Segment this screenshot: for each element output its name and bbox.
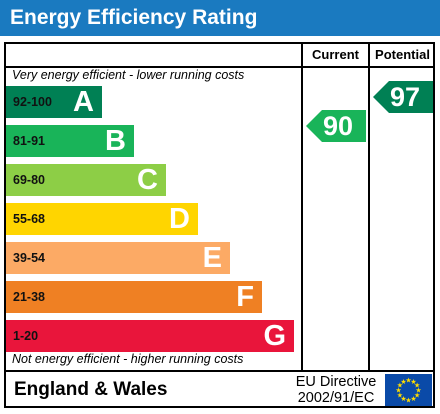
directive-line-2: 2002/91/EC xyxy=(297,390,375,406)
rating-frame xyxy=(4,42,435,408)
band-letter: F xyxy=(236,281,254,313)
eu-star-icon: ★ xyxy=(400,395,406,403)
eu-star-icon: ★ xyxy=(410,395,416,403)
band-range: 39-54 xyxy=(13,251,45,265)
eu-star-icon: ★ xyxy=(405,377,411,385)
eu-flag-icon: ★ ★ ★ ★ ★ ★ ★ ★ ★ ★ ★ ★ xyxy=(385,374,432,406)
band-letter: C xyxy=(137,164,158,196)
divider-current-left xyxy=(301,42,303,372)
band-d: 55-68 D xyxy=(6,203,198,235)
band-range: 21-38 xyxy=(13,290,45,304)
eu-directive: EU Directive 2002/91/EC xyxy=(290,374,382,406)
title-bar: Energy Efficiency Rating xyxy=(0,0,440,36)
divider-potential-left xyxy=(368,42,370,372)
eu-star-icon: ★ xyxy=(414,382,420,390)
band-letter: A xyxy=(73,86,94,118)
band-range: 92-100 xyxy=(13,95,52,109)
current-rating-arrow: 90 xyxy=(306,110,366,142)
eu-star-icon: ★ xyxy=(397,382,403,390)
potential-arrow-shape xyxy=(373,81,433,113)
band-f: 21-38 F xyxy=(6,281,262,313)
band-letter: D xyxy=(169,203,190,235)
band-b: 81-91 B xyxy=(6,125,134,157)
footer-divider xyxy=(4,370,435,372)
potential-rating-arrow: 97 xyxy=(373,81,433,113)
directive-line-1: EU Directive xyxy=(295,374,377,390)
band-letter: E xyxy=(202,242,222,274)
band-letter: G xyxy=(263,320,286,352)
eu-star-icon: ★ xyxy=(395,387,401,395)
column-header-potential: Potential xyxy=(375,47,430,62)
header-divider xyxy=(4,66,435,68)
page-title: Energy Efficiency Rating xyxy=(10,6,258,29)
eu-star-icon: ★ xyxy=(397,392,403,400)
band-range: 69-80 xyxy=(13,173,45,187)
eu-star-icon: ★ xyxy=(415,387,421,395)
band-range: 1-20 xyxy=(13,329,39,343)
band-letter: B xyxy=(105,125,126,157)
band-e: 39-54 E xyxy=(6,242,230,274)
column-header-current: Current xyxy=(312,47,359,62)
region-label: England & Wales xyxy=(14,379,168,400)
top-note: Very energy efficient - lower running co… xyxy=(12,68,245,82)
current-arrow-shape xyxy=(306,110,366,142)
band-c: 69-80 C xyxy=(6,164,166,196)
current-rating-value: 90 xyxy=(322,111,354,141)
band-range: 81-91 xyxy=(13,134,45,148)
eu-star-icon: ★ xyxy=(405,397,411,405)
band-a: 92-100 A xyxy=(6,86,102,118)
band-range: 55-68 xyxy=(13,212,45,226)
eu-star-icon: ★ xyxy=(414,392,420,400)
eu-stars: ★★★★★★★★★★★★ xyxy=(395,377,421,405)
band-g: 1-20 G xyxy=(6,320,294,352)
eu-star-icon: ★ xyxy=(400,378,406,386)
eu-star-icon: ★ xyxy=(410,378,416,386)
bottom-note: Not energy efficient - higher running co… xyxy=(12,352,244,366)
potential-rating-value: 97 xyxy=(389,82,421,112)
